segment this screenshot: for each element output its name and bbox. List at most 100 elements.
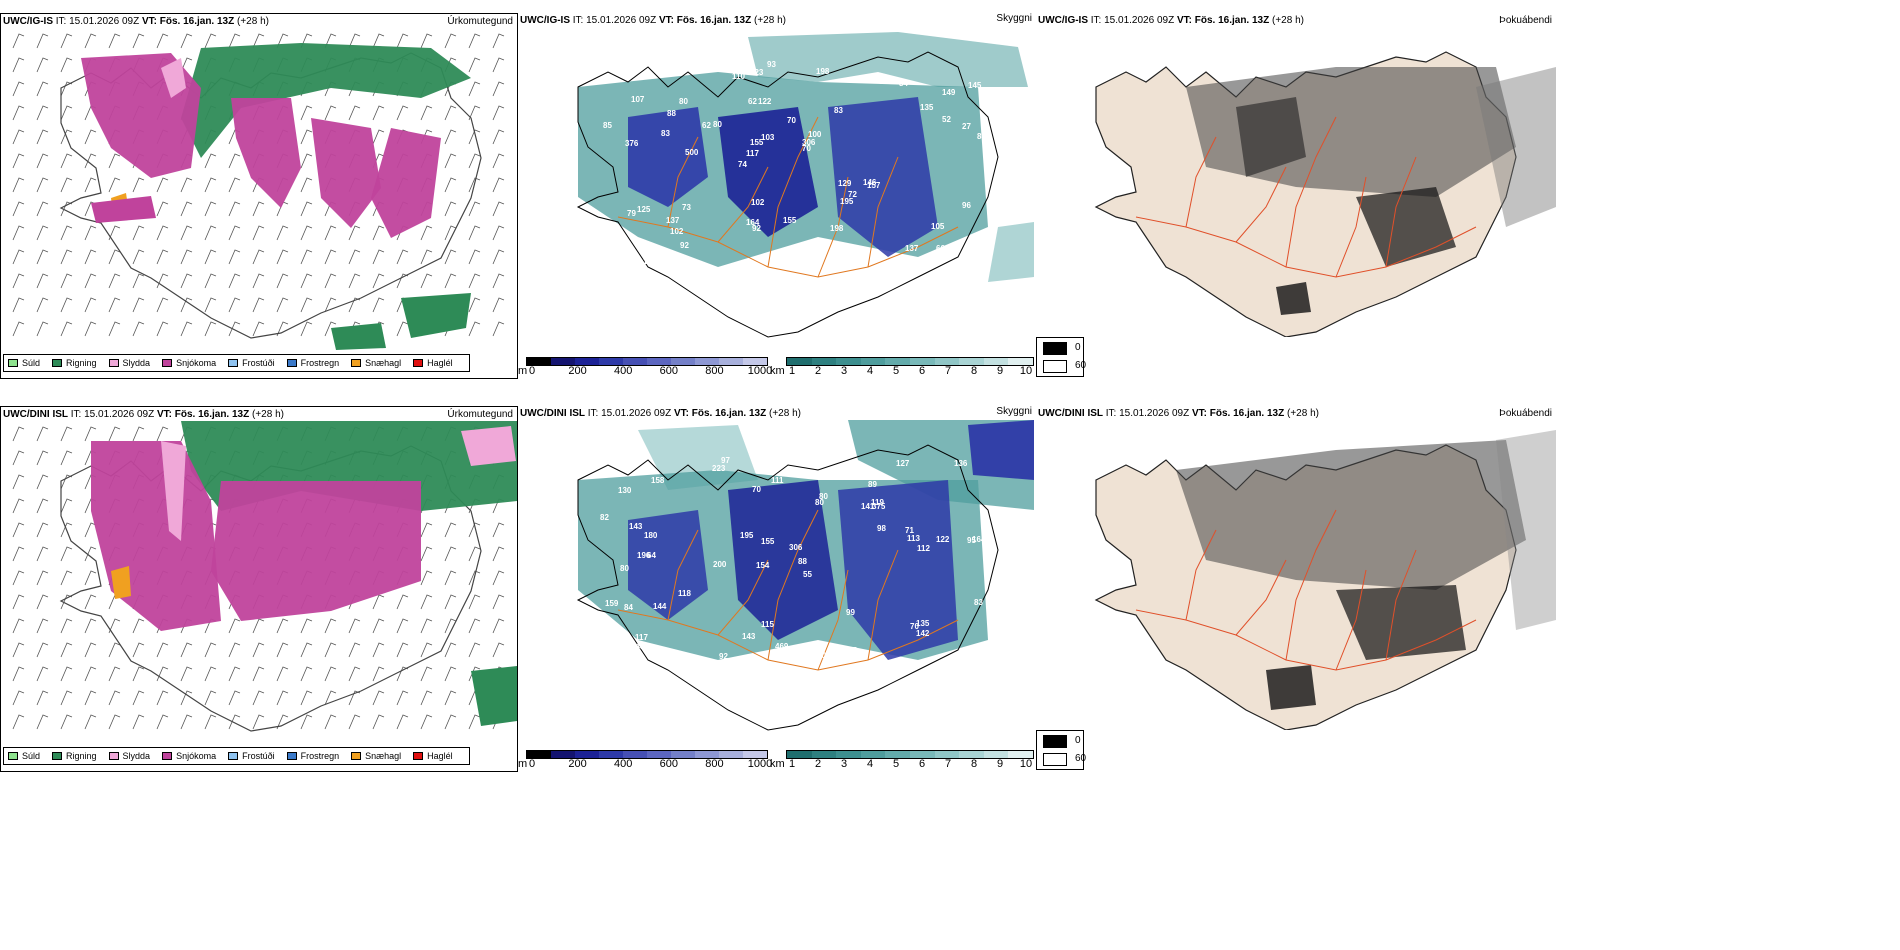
wind-barb — [180, 177, 193, 193]
precip-type-panel-top: UWC/IG-IS IT: 15.01.2026 09Z VT: Fös. 16… — [0, 13, 518, 379]
wind-barb — [36, 33, 49, 49]
wind-barb — [36, 129, 49, 145]
wind-barb — [300, 105, 313, 121]
colorbar-cell — [527, 751, 551, 758]
colorbar-cell — [671, 751, 695, 758]
wind-barb — [12, 498, 25, 514]
colorbar-cell — [860, 358, 886, 365]
wind-barb — [12, 570, 25, 586]
wind-barb — [348, 642, 361, 658]
ceiling-value-label: 62 — [702, 121, 711, 130]
wind-barb — [228, 618, 241, 634]
colorbar-cells — [526, 750, 768, 759]
wind-barb — [156, 321, 169, 337]
wind-barb — [420, 618, 433, 634]
wind-barb — [228, 297, 241, 313]
colorbar-cell — [695, 751, 719, 758]
wind-barb — [60, 177, 73, 193]
ceiling-value-label: 81 — [790, 255, 799, 264]
ceiling-value-label: 27 — [962, 122, 971, 131]
wind-barb — [12, 666, 25, 682]
wind-barb — [492, 546, 505, 562]
wind-barb — [228, 273, 241, 289]
ceiling-value-label: 66 — [936, 244, 945, 253]
wind-barb — [444, 522, 457, 538]
ceiling-value-label: 92 — [680, 241, 689, 250]
panel-title: UWC/DINI ISL IT: 15.01.2026 09Z VT: Fös.… — [1038, 408, 1319, 419]
wind-barb — [60, 153, 73, 169]
legend-swatch — [413, 359, 424, 367]
ceiling-colorbar: m 0 200 400 600 800 1000 — [518, 750, 772, 770]
wind-barb — [204, 714, 217, 730]
colorbar-cell — [885, 751, 910, 758]
ceiling-value-label: 143 — [629, 522, 643, 531]
wind-barb — [444, 201, 457, 217]
legend-label: Súld — [22, 358, 41, 368]
wind-barb — [36, 426, 49, 442]
wind-barb — [492, 594, 505, 610]
fog-panel-bottom: UWC/DINI ISL IT: 15.01.2026 09Z VT: Fös.… — [1036, 406, 1556, 730]
ceiling-value-label: 137 — [666, 216, 680, 225]
precip-map — [12, 421, 517, 732]
legend-item: Snæhagl — [351, 358, 401, 368]
wind-barb — [12, 426, 25, 442]
colorbar-tick: 3 — [840, 365, 848, 377]
legend-label: Haglél — [427, 751, 453, 761]
colorbar-unit: m — [518, 758, 528, 770]
ceiling-value-label: 118 — [678, 589, 691, 598]
wind-barb — [276, 618, 289, 634]
colorbar-tick: 1000 — [747, 365, 773, 377]
wind-barb — [36, 321, 49, 337]
wind-barb — [84, 642, 97, 658]
ceiling-value-label: 117 — [635, 633, 648, 642]
wind-barb — [396, 273, 409, 289]
wind-barb — [60, 81, 73, 97]
wind-barb — [204, 153, 217, 169]
colorbar-cell — [811, 751, 837, 758]
legend-item: Snjókoma — [162, 751, 216, 761]
ceiling-value-label: 96 — [962, 201, 971, 210]
wind-barb — [492, 33, 505, 49]
colorbar-tick: 4 — [866, 365, 874, 377]
wind-barb — [132, 714, 145, 730]
legend-swatch — [108, 752, 119, 760]
legend-swatch — [162, 752, 173, 760]
ceiling-value-label: 72 — [848, 190, 857, 199]
colorbar-cell — [1008, 358, 1033, 365]
wind-barb — [132, 666, 145, 682]
wind-barb — [252, 225, 265, 241]
ceiling-value-label: 83 — [661, 129, 670, 138]
fog-swatch — [1043, 342, 1067, 355]
ceiling-value-label: 88 — [798, 557, 807, 566]
ceiling-value-label: 185 — [808, 651, 822, 660]
wind-barb — [396, 714, 409, 730]
colorbar-cell — [623, 358, 647, 365]
ceiling-value-label: 70 — [752, 485, 761, 494]
colorbar-tick: 4 — [866, 758, 874, 770]
colorbar-cell — [527, 358, 551, 365]
ceiling-value-label: 82 — [879, 77, 888, 86]
wind-barb — [132, 33, 145, 49]
wind-barb — [324, 273, 337, 289]
wind-barb — [84, 570, 97, 586]
legend-label: Rigning — [66, 751, 97, 761]
wind-barb — [396, 33, 409, 49]
wind-barb — [228, 690, 241, 706]
colorbar-tick: 10 — [1019, 365, 1033, 377]
precip-map — [12, 33, 505, 350]
wind-barb — [396, 618, 409, 634]
fog-label: 60 — [1075, 360, 1087, 371]
colorbar-cell — [959, 358, 984, 365]
wind-barb — [84, 714, 97, 730]
wind-barb — [444, 33, 457, 49]
wind-barb — [420, 273, 433, 289]
wind-barb — [180, 225, 193, 241]
ceiling-value-label: 119 — [871, 498, 884, 507]
wind-barb — [132, 249, 145, 265]
wind-barb — [372, 690, 385, 706]
panel-title: UWC/DINI ISL IT: 15.01.2026 09Z VT: Fös.… — [520, 408, 801, 419]
legend-label: Frostregn — [300, 751, 340, 761]
wind-barb — [276, 321, 289, 337]
wind-barb — [12, 321, 25, 337]
legend-item: Frostúði — [228, 751, 275, 761]
